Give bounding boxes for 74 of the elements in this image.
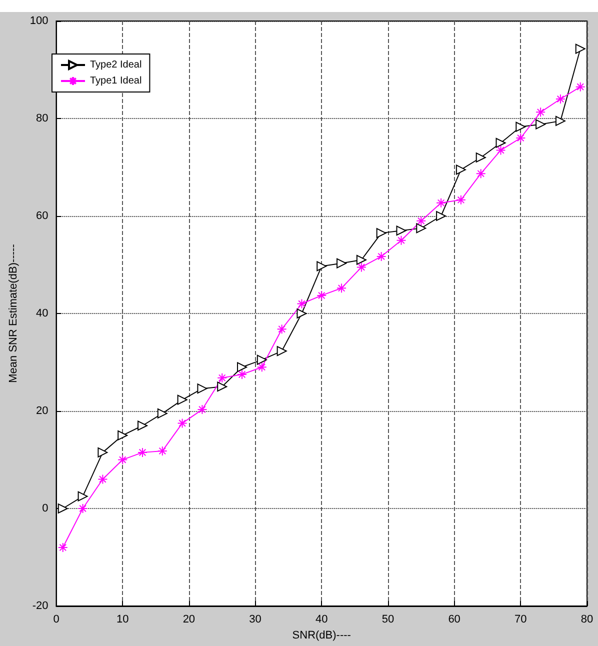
point <box>496 145 506 156</box>
point <box>516 133 526 143</box>
point <box>336 283 347 294</box>
y-tick-label: 0 <box>42 502 48 514</box>
point <box>296 308 307 318</box>
point <box>316 261 327 272</box>
point <box>476 152 486 162</box>
x-tick-label: 50 <box>382 614 394 626</box>
point <box>296 298 307 309</box>
legend-label: Type2 Ideal <box>90 60 142 70</box>
point <box>376 228 386 238</box>
point <box>436 198 446 208</box>
point <box>276 324 287 334</box>
point <box>98 447 108 458</box>
point <box>536 119 546 130</box>
point <box>157 446 168 456</box>
point <box>456 164 466 175</box>
point <box>118 430 128 440</box>
point <box>416 223 426 234</box>
x-axis-title: SNR(dB)---- <box>292 630 352 642</box>
x-tick-label: 70 <box>514 614 527 626</box>
point <box>575 44 586 54</box>
point <box>396 226 406 236</box>
x-tick-label: 80 <box>580 614 594 626</box>
point <box>436 211 446 221</box>
y-tick-label: -20 <box>32 600 48 612</box>
point <box>78 491 88 502</box>
point <box>416 216 426 226</box>
x-tick-label: 30 <box>249 614 262 626</box>
point <box>138 420 148 431</box>
y-tick-label: 100 <box>30 15 48 27</box>
point <box>476 168 486 179</box>
point <box>237 362 248 372</box>
point <box>98 474 108 484</box>
x-tick-label: 60 <box>448 614 460 626</box>
point <box>58 504 68 514</box>
point <box>138 447 148 458</box>
point <box>396 235 406 246</box>
y-axis-title: Mean SNR Estimate(dB)----- <box>8 244 20 383</box>
point <box>555 94 566 104</box>
point <box>197 404 208 415</box>
y-tick-label: 80 <box>36 112 48 124</box>
point <box>356 254 366 265</box>
point <box>217 372 228 383</box>
point <box>536 107 546 118</box>
point <box>356 262 366 272</box>
point <box>256 354 267 365</box>
x-tick-label: 20 <box>182 614 196 626</box>
y-tick-label: 60 <box>36 210 48 222</box>
point <box>376 251 386 262</box>
y-tick-label: 40 <box>36 308 48 320</box>
point <box>575 82 586 92</box>
point <box>197 384 208 394</box>
point <box>256 362 267 372</box>
x-tick-label: 10 <box>116 614 129 626</box>
point <box>217 382 228 392</box>
point <box>237 369 248 380</box>
point <box>276 346 287 356</box>
point <box>456 194 466 205</box>
point <box>78 504 88 514</box>
point <box>157 408 168 418</box>
point <box>336 258 347 268</box>
point <box>496 138 506 148</box>
x-tick-label: 0 <box>53 614 60 626</box>
legend-label: Type1 Ideal <box>90 76 142 86</box>
point <box>316 290 327 300</box>
x-tick-label: 40 <box>316 614 328 626</box>
point <box>118 454 128 465</box>
point <box>177 418 188 428</box>
point <box>58 542 68 552</box>
point <box>516 122 526 132</box>
point <box>177 394 188 405</box>
point <box>555 116 566 126</box>
y-tick-label: 20 <box>36 405 48 417</box>
